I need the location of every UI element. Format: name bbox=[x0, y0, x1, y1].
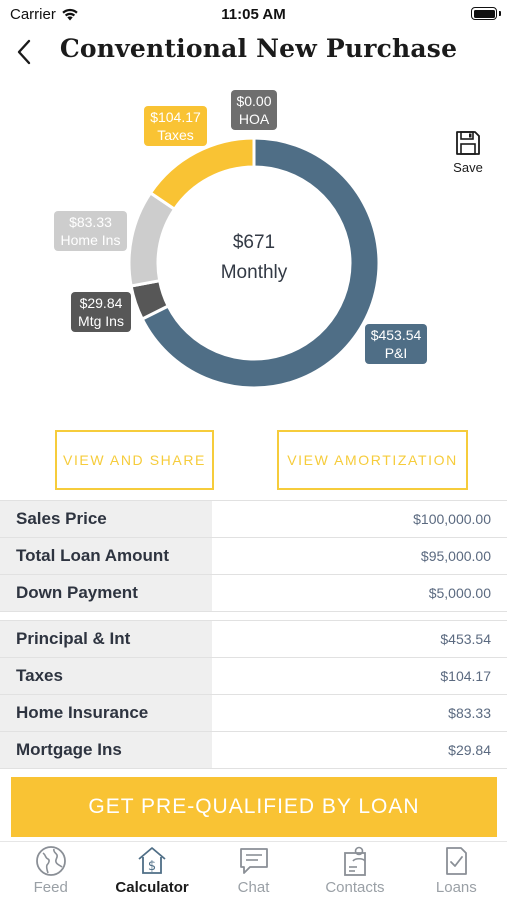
row-value: $5,000.00 bbox=[428, 585, 491, 601]
tab-bar: Feed $ Calculator Chat Contacts bbox=[0, 841, 507, 900]
donut-center-amount: $671 bbox=[232, 232, 276, 253]
callout-taxes: $104.17 Taxes bbox=[144, 106, 207, 146]
tab-label: Loans bbox=[435, 879, 477, 896]
tab-contacts[interactable]: Contacts bbox=[304, 842, 405, 900]
view-and-share-button[interactable]: VIEW AND SHARE bbox=[55, 430, 214, 490]
table-row: Total Loan Amount $95,000.00 bbox=[0, 538, 507, 575]
status-bar: Carrier 11:05 AM bbox=[0, 0, 507, 30]
save-label: Save bbox=[453, 160, 483, 175]
loans-icon bbox=[446, 847, 468, 875]
battery-tip bbox=[499, 11, 501, 16]
floppy-disk-icon bbox=[456, 131, 480, 155]
svg-text:$: $ bbox=[148, 859, 156, 874]
callout-home-ins: $83.33 Home Ins bbox=[54, 211, 127, 251]
row-label: Total Loan Amount bbox=[0, 538, 212, 574]
callout-pi: $453.54 P&I bbox=[365, 324, 427, 364]
globe-icon bbox=[35, 846, 66, 876]
row-value: $83.33 bbox=[448, 705, 491, 721]
row-value: $104.17 bbox=[440, 668, 491, 684]
contacts-icon bbox=[344, 846, 366, 876]
get-pre-qualified-button[interactable]: GET PRE-QUALIFIED BY LOAN bbox=[11, 777, 497, 837]
table-row: Taxes $104.17 bbox=[0, 658, 507, 695]
carrier: Carrier bbox=[10, 6, 79, 23]
row-label: Sales Price bbox=[0, 501, 212, 537]
row-value: $100,000.00 bbox=[413, 511, 491, 527]
callout-home-ins-label: Home Ins bbox=[60, 232, 121, 248]
tab-label: Feed bbox=[33, 879, 68, 896]
callout-hoa-amount: $0.00 bbox=[236, 93, 272, 109]
callout-mtg-ins-label: Mtg Ins bbox=[78, 313, 124, 329]
tab-loans[interactable]: Loans bbox=[406, 842, 507, 900]
row-label: Mortgage Ins bbox=[0, 732, 212, 768]
save-button[interactable]: Save bbox=[446, 130, 490, 182]
page-title: Conventional New Purchase bbox=[59, 34, 458, 63]
calculator-house-icon: $ bbox=[138, 847, 166, 874]
tab-calculator[interactable]: $ Calculator bbox=[101, 842, 202, 900]
loan-summary-table: Sales Price $100,000.00 Total Loan Amoun… bbox=[0, 500, 507, 612]
tab-label: Chat bbox=[237, 879, 270, 896]
row-label: Principal & Int bbox=[0, 621, 212, 657]
callout-pi-label: P&I bbox=[384, 345, 408, 361]
chat-icon bbox=[239, 848, 268, 874]
callout-hoa: $0.00 HOA bbox=[231, 90, 277, 130]
callout-mtg-ins-amount: $29.84 bbox=[79, 295, 123, 311]
row-value: $29.84 bbox=[448, 742, 491, 758]
carrier-label: Carrier bbox=[10, 6, 56, 23]
table-row: Principal & Int $453.54 bbox=[0, 621, 507, 658]
table-row: Sales Price $100,000.00 bbox=[0, 501, 507, 538]
tab-chat[interactable]: Chat bbox=[203, 842, 304, 900]
wifi-icon bbox=[62, 8, 78, 21]
donut-svg bbox=[127, 136, 381, 390]
payment-donut-chart: $671 Monthly $453.54 P&I $29.84 Mtg Ins … bbox=[0, 80, 507, 410]
row-label: Taxes bbox=[0, 658, 212, 694]
row-value: $453.54 bbox=[440, 631, 491, 647]
callout-taxes-amount: $104.17 bbox=[150, 109, 201, 125]
donut-slice-taxes bbox=[148, 136, 256, 212]
callout-pi-amount: $453.54 bbox=[370, 327, 422, 343]
donut-slice-p-i bbox=[140, 136, 381, 390]
donut-center-label: Monthly bbox=[220, 262, 288, 283]
tab-label: Calculator bbox=[115, 879, 189, 896]
table-row: Mortgage Ins $29.84 bbox=[0, 732, 507, 769]
callout-taxes-label: Taxes bbox=[157, 127, 194, 143]
battery-icon bbox=[471, 7, 497, 20]
row-label: Down Payment bbox=[0, 575, 212, 611]
row-value: $95,000.00 bbox=[420, 548, 491, 564]
table-row: Home Insurance $83.33 bbox=[0, 695, 507, 732]
callout-home-ins-amount: $83.33 bbox=[69, 214, 112, 230]
table-row: Down Payment $5,000.00 bbox=[0, 575, 507, 612]
callout-hoa-label: HOA bbox=[238, 111, 270, 127]
chevron-left-icon bbox=[17, 39, 31, 65]
payment-breakdown-table: Principal & Int $453.54 Taxes $104.17 Ho… bbox=[0, 620, 507, 769]
tab-label: Contacts bbox=[325, 879, 385, 896]
clock: 11:05 AM bbox=[221, 6, 286, 23]
callout-mtg-ins: $29.84 Mtg Ins bbox=[71, 292, 131, 332]
tab-feed[interactable]: Feed bbox=[0, 842, 101, 900]
back-button[interactable] bbox=[8, 34, 40, 70]
view-amortization-button[interactable]: VIEW AMORTIZATION bbox=[277, 430, 468, 490]
row-label: Home Insurance bbox=[0, 695, 212, 731]
